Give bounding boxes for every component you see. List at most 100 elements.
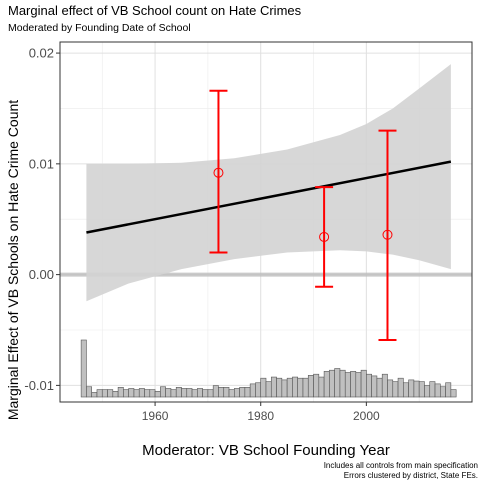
histogram-bar <box>323 371 330 398</box>
histogram-bar <box>265 381 272 398</box>
histogram-bar <box>186 388 193 398</box>
plot-border <box>59 41 473 403</box>
histogram-bar <box>381 373 388 398</box>
histogram-bar <box>117 387 124 398</box>
confidence-band <box>86 64 451 302</box>
histogram-bar <box>360 369 367 398</box>
histogram-bar <box>334 368 341 398</box>
histogram-bar <box>371 375 378 398</box>
histogram-bar <box>80 339 87 398</box>
histogram-bar <box>350 371 357 398</box>
y-axis-label: Marginal Effect of VB Schools on Hate Cr… <box>5 100 21 420</box>
histogram-bar <box>281 379 288 398</box>
histogram-bar <box>307 375 314 398</box>
histogram-bar <box>434 383 441 398</box>
histogram-bar <box>376 377 383 398</box>
histogram-bar <box>366 373 372 398</box>
caption-line-1: Includes all controls from main specific… <box>323 461 478 470</box>
histogram-bar <box>424 385 431 398</box>
histogram-bar <box>297 377 304 398</box>
histogram-bar <box>218 387 225 398</box>
x-tick-label: 1980 <box>247 409 274 423</box>
y-tick-label: -0.01 <box>24 378 54 393</box>
binned-estimates <box>209 89 397 341</box>
chart-title: Marginal effect of VB School count on Ha… <box>8 3 302 18</box>
histogram-bar <box>96 389 103 398</box>
histogram-bar <box>450 389 457 398</box>
binned-estimate <box>378 129 397 341</box>
confidence-band-group <box>86 64 451 302</box>
histogram-bar <box>149 389 156 398</box>
marginal-effect-line-group <box>86 160 452 234</box>
x-tick-label: 1960 <box>142 409 169 423</box>
histogram-bar <box>397 377 404 398</box>
histogram-bar <box>445 382 452 398</box>
histogram-bar <box>144 389 151 398</box>
histogram-bar <box>429 381 436 398</box>
histogram-bar <box>123 389 129 398</box>
histogram-bar <box>413 380 420 398</box>
histogram-bar <box>387 379 394 398</box>
histogram-bar <box>112 390 119 398</box>
chart-canvas: 1960 1980 2000 -0.01 0.00 0.01 0.02 Moderator… <box>5 41 473 459</box>
histogram-bar <box>91 392 98 398</box>
histogram-bar <box>249 383 256 398</box>
histogram-bar <box>403 382 409 398</box>
histogram-bar <box>212 385 219 398</box>
histogram-bar <box>244 387 251 398</box>
histogram-bar <box>344 372 351 398</box>
histogram-bar <box>128 388 135 398</box>
marginal-effect-line <box>86 160 452 234</box>
histogram-bar <box>355 372 362 398</box>
histogram-bar <box>239 387 246 398</box>
histogram-bar <box>255 382 262 398</box>
histogram-bar <box>197 388 203 398</box>
y-tick-label: 0.01 <box>29 156 54 171</box>
histogram-bar <box>260 377 267 398</box>
histogram-bar <box>170 389 177 398</box>
histogram-bar <box>313 373 320 398</box>
histogram-bar <box>234 388 240 398</box>
histogram-bar <box>223 387 230 398</box>
histogram-bar <box>138 388 145 398</box>
estimate-point <box>213 167 224 178</box>
histogram-bar <box>440 386 446 398</box>
histogram-bar <box>207 389 214 398</box>
x-axis: 1960 1980 2000 <box>142 402 380 423</box>
y-tick-label: 0.02 <box>29 46 54 61</box>
caption-line-2: Errors clustered by district, State FEs. <box>343 471 478 480</box>
x-tick-label: 2000 <box>353 409 380 423</box>
histogram <box>80 339 457 398</box>
histogram-bar <box>392 381 399 398</box>
binned-estimate <box>209 89 228 254</box>
histogram-bar <box>270 376 277 398</box>
x-axis-label: Moderator: VB School Founding Year <box>142 442 390 459</box>
histogram-bar <box>101 389 108 398</box>
histogram-bar <box>160 386 166 398</box>
chart-subtitle: Moderated by Founding Date of School <box>8 22 191 34</box>
histogram-bar <box>408 379 415 398</box>
histogram-bar <box>339 369 346 398</box>
y-tick-label: 0.00 <box>29 267 54 282</box>
estimate-point <box>382 229 393 240</box>
histogram-bar <box>418 381 425 398</box>
binned-estimate <box>315 186 334 288</box>
caption: Includes all controls from main specific… <box>324 461 478 481</box>
histogram-bar <box>202 389 209 398</box>
estimate-point <box>319 231 330 242</box>
histogram-bar <box>228 389 235 398</box>
histogram-bar <box>181 388 188 398</box>
histogram-bar <box>292 376 298 398</box>
histogram-bar <box>86 386 92 398</box>
histogram-bar <box>318 376 325 398</box>
histogram-bar <box>107 389 114 398</box>
histogram-bar <box>133 389 140 398</box>
histogram-bar <box>175 387 182 398</box>
histogram-bar <box>276 377 283 398</box>
histogram-bar <box>165 388 172 398</box>
histogram-bar <box>191 389 198 398</box>
histogram-bar <box>302 377 309 398</box>
y-axis: -0.01 0.00 0.01 0.02 <box>24 46 60 393</box>
histogram-bar <box>329 369 335 398</box>
histogram-bar <box>154 390 161 398</box>
